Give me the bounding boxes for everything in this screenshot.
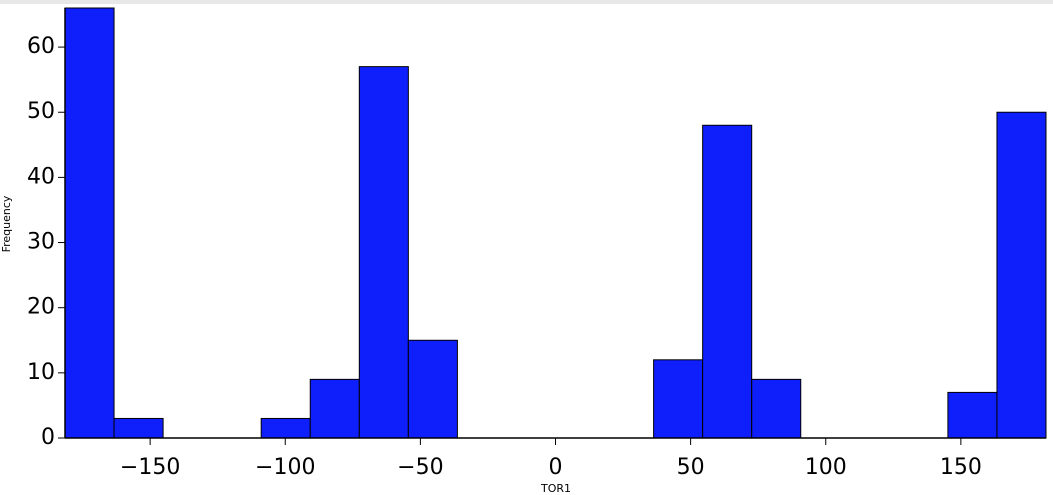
y-axis-title: Frequency [0,195,13,252]
y-tick-label: 60 [27,34,55,59]
bar [113,417,164,439]
y-tick-label: 40 [27,164,55,189]
bar [653,359,704,439]
bar [407,339,458,439]
y-tick-label: 10 [27,360,55,385]
y-tick-label: 0 [41,425,55,450]
y-tick-label: 30 [27,230,55,255]
x-tick-label: 100 [805,455,847,480]
bar [64,7,115,439]
bar [751,378,802,439]
bar [702,124,753,439]
x-tick-label: 150 [940,455,982,480]
bar [947,391,998,439]
x-tick-label: −100 [255,455,315,480]
x-tick-label: 50 [677,455,705,480]
bar [260,417,311,439]
bar [309,378,360,439]
bar [996,111,1047,439]
top-border [0,0,1053,4]
x-tick-label: −150 [120,455,180,480]
y-tick-label: 50 [27,99,55,124]
y-tick-label: 20 [27,295,55,320]
x-tick-label: −50 [397,455,443,480]
x-tick-label: 0 [549,455,563,480]
bar [358,66,409,439]
x-axis-title: TOR1 [540,482,571,495]
